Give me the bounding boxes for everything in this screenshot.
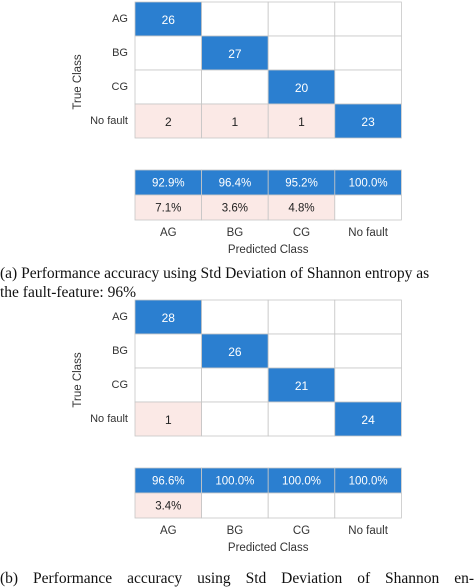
matrix-cell-value: 1 <box>165 413 172 427</box>
matrix-cell-value: 27 <box>228 47 242 61</box>
column-label: AG <box>160 525 177 537</box>
fdr-value: 3.6% <box>222 203 248 215</box>
matrix-cell-value: 24 <box>361 413 375 427</box>
fdr-value: 7.1% <box>155 203 181 215</box>
precision-cell <box>267 169 336 196</box>
column-label: BG <box>227 525 244 537</box>
matrix-cell <box>334 299 402 335</box>
fdr-cell <box>201 492 269 519</box>
precision-value: 95.2% <box>285 178 318 190</box>
precision-cell <box>334 467 402 494</box>
column-label: CG <box>293 227 310 239</box>
matrix-cell <box>134 367 202 403</box>
y-axis-title: True Class <box>72 54 84 109</box>
matrix-cell <box>201 69 269 105</box>
fdr-value: 3.4% <box>155 501 181 513</box>
matrix-cell-value: 2 <box>165 115 172 129</box>
matrix-cell <box>134 401 202 437</box>
matrix-cell <box>334 35 402 71</box>
matrix-cell <box>267 299 336 335</box>
row-label: BG <box>112 47 128 59</box>
matrix-cell-value: 26 <box>162 13 176 27</box>
precision-value: 100.0% <box>215 476 254 488</box>
matrix-cell-value: 21 <box>295 379 309 393</box>
caption-b-line-1: (b) Performance accuracy using Std Devia… <box>0 570 474 587</box>
precision-value: 100.0% <box>282 476 321 488</box>
y-axis-title: True Class <box>72 352 84 407</box>
matrix-cell-value: 28 <box>162 311 176 325</box>
matrix-cell-value: 1 <box>232 115 239 129</box>
matrix-cell <box>334 103 402 139</box>
precision-cell <box>334 169 402 196</box>
row-label: BG <box>112 345 128 357</box>
matrix-cell <box>334 367 402 403</box>
matrix-cell <box>201 401 269 437</box>
matrix-cell <box>267 333 336 369</box>
fdr-cell <box>334 194 402 221</box>
caption-a: (a) Performance accuracy using Std Devia… <box>0 264 474 302</box>
matrix-cell <box>201 1 269 37</box>
confusion-matrix-b: 28 26 21 1 24 AG BG CG No fault True Class 96.6% 3.… <box>72 299 402 554</box>
row-label: CG <box>112 81 129 93</box>
row-label: CG <box>112 379 129 391</box>
precision-cell <box>134 169 202 196</box>
column-label: AG <box>160 227 177 239</box>
matrix-cell <box>201 367 269 403</box>
precision-value: 92.9% <box>152 178 185 190</box>
matrix-cell <box>134 299 202 335</box>
matrix-cell <box>267 35 336 71</box>
matrix-cell <box>267 69 336 105</box>
fdr-cell <box>334 492 402 519</box>
column-label: No fault <box>348 525 388 537</box>
precision-value: 100.0% <box>349 476 388 488</box>
matrix-cell-value: 20 <box>295 81 309 95</box>
caption-b: (b) Performance accuracy using Std Devia… <box>0 569 474 588</box>
matrix-cell-value: 26 <box>228 345 242 359</box>
matrix-cell <box>201 299 269 335</box>
matrix-cell <box>134 1 202 37</box>
row-label: No fault <box>90 413 128 425</box>
row-label: AG <box>112 13 128 25</box>
caption-a-line-2: the fault-feature: 96% <box>0 284 136 301</box>
matrix-cell <box>334 333 402 369</box>
column-label: BG <box>227 227 244 239</box>
matrix-cell-value: 23 <box>361 115 375 129</box>
matrix-cell <box>134 69 202 105</box>
matrix-cell <box>267 103 336 139</box>
matrix-cell <box>334 69 402 105</box>
x-axis-title: Predicted Class <box>228 542 309 554</box>
fdr-cell <box>267 492 336 519</box>
matrix-cell-value: 1 <box>298 115 305 129</box>
caption-a-line-1: (a) Performance accuracy using Std Devia… <box>0 265 430 282</box>
column-label: CG <box>293 525 310 537</box>
matrix-cell <box>134 35 202 71</box>
matrix-cell <box>267 1 336 37</box>
matrix-cell <box>267 401 336 437</box>
x-axis-title: Predicted Class <box>228 244 309 256</box>
matrix-cell <box>201 103 269 139</box>
matrix-cell <box>334 1 402 37</box>
row-label: AG <box>112 311 128 323</box>
confusion-matrix-a: 26 27 20 2 1 1 23 AG BG CG No fault True Class 92.9%… <box>72 1 402 256</box>
matrix-cell <box>201 35 269 71</box>
precision-value: 100.0% <box>349 178 388 190</box>
column-label: No fault <box>348 227 388 239</box>
matrix-cell <box>334 401 402 437</box>
row-label: No fault <box>90 115 128 127</box>
matrix-cell <box>134 333 202 369</box>
precision-value: 96.6% <box>152 476 185 488</box>
precision-cell <box>201 169 269 196</box>
precision-cell <box>201 467 269 494</box>
precision-value: 96.4% <box>219 178 252 190</box>
fdr-cell <box>134 194 202 221</box>
fdr-value: 4.8% <box>288 203 314 215</box>
fdr-cell <box>267 194 336 221</box>
